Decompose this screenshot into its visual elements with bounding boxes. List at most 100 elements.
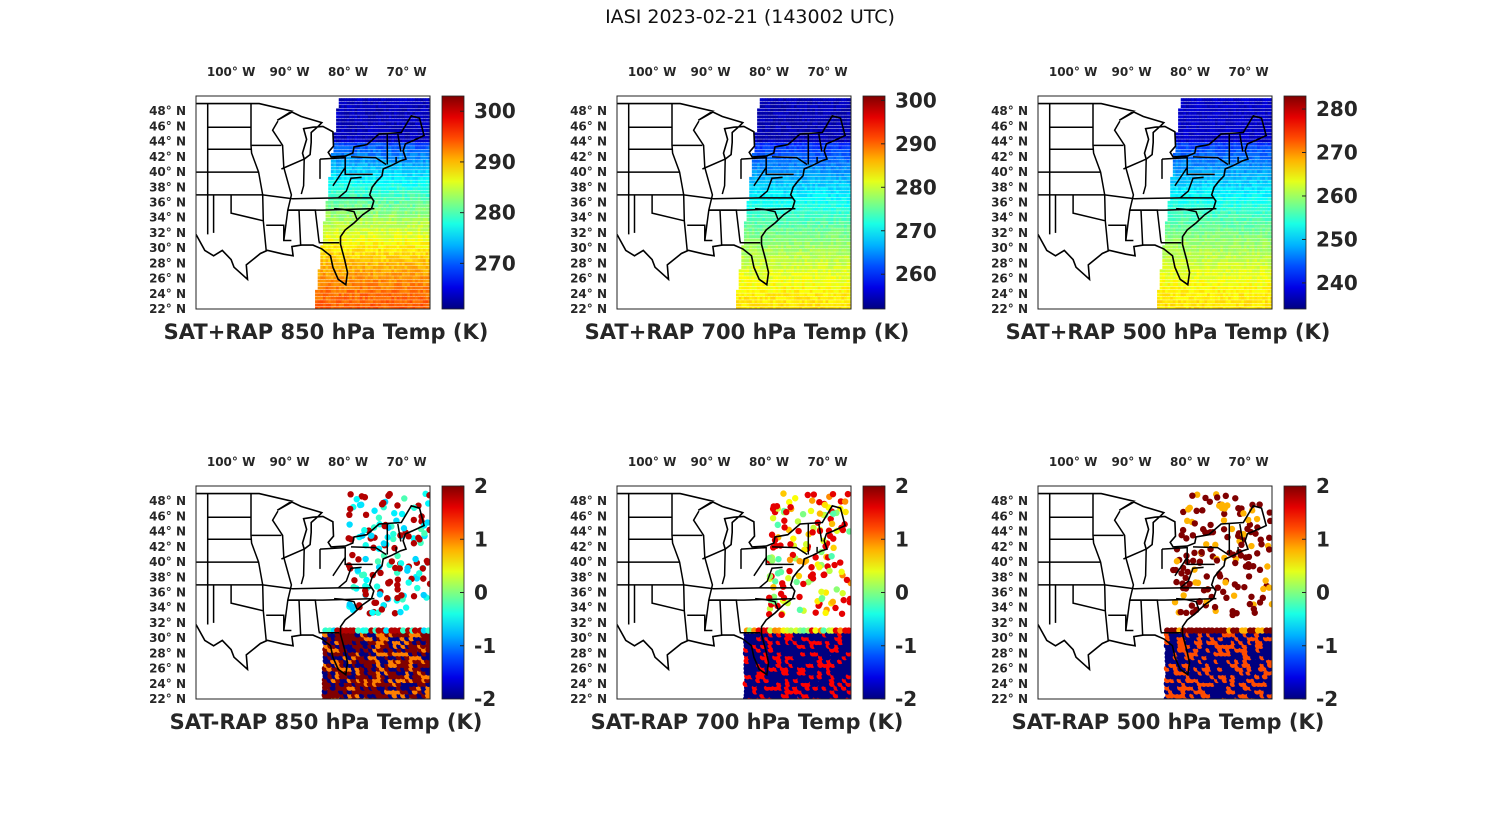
data-point (349, 259, 353, 263)
data-point (749, 190, 753, 194)
data-point (351, 214, 355, 218)
data-point (828, 252, 832, 256)
data-point (420, 296, 424, 300)
data-point (801, 204, 805, 208)
data-point (425, 252, 429, 256)
data-point (796, 279, 800, 283)
data-point (809, 166, 813, 170)
data-point (762, 159, 766, 163)
data-point (754, 303, 758, 307)
data-point (386, 128, 390, 132)
data-point (815, 176, 819, 180)
data-point (812, 245, 816, 249)
data-point (407, 98, 411, 102)
data-point (796, 194, 800, 198)
data-point (822, 235, 826, 239)
data-point (843, 135, 847, 139)
data-point (775, 166, 779, 170)
data-point (367, 197, 371, 201)
data-point (743, 307, 747, 309)
data-point (407, 255, 411, 259)
data-point (425, 142, 429, 146)
data-point (801, 101, 805, 105)
data-point (338, 125, 342, 129)
data-point (770, 163, 774, 167)
data-point (362, 283, 366, 287)
data-point (338, 272, 342, 276)
data-point (783, 115, 787, 119)
data-point (788, 276, 792, 280)
data-point (378, 173, 382, 177)
data-point (341, 228, 345, 232)
data-point (846, 241, 850, 245)
data-point (422, 142, 426, 146)
data-point (775, 163, 779, 167)
data-point (330, 279, 334, 283)
data-point (830, 207, 834, 211)
data-point (409, 108, 413, 112)
data-point (833, 279, 837, 283)
data-point (807, 283, 811, 287)
data-point (741, 307, 745, 309)
data-point (372, 118, 376, 122)
data-point (786, 135, 790, 139)
data-point (815, 300, 819, 304)
data-point (383, 159, 387, 163)
data-point (359, 231, 363, 235)
data-point (346, 279, 350, 283)
data-point (417, 231, 421, 235)
data-point (788, 149, 792, 153)
data-point (762, 152, 766, 156)
data-point (378, 238, 382, 242)
data-point (346, 146, 350, 150)
data-point (849, 283, 851, 287)
data-point (338, 118, 342, 122)
data-point (778, 224, 782, 228)
data-point (349, 307, 353, 309)
data-point (754, 279, 758, 283)
data-point (783, 152, 787, 156)
data-point (783, 217, 787, 221)
data-point (812, 180, 816, 184)
data-point (757, 197, 761, 201)
data-point (422, 122, 426, 126)
data-point (783, 255, 787, 259)
data-point (346, 211, 350, 215)
data-point (836, 159, 840, 163)
data-point (330, 211, 334, 215)
data-point (370, 176, 374, 180)
data-point (828, 194, 832, 198)
data-point (828, 139, 832, 143)
data-point (367, 303, 371, 307)
data-point (746, 235, 750, 239)
data-point (372, 200, 376, 204)
data-point (338, 149, 342, 153)
data-point (388, 228, 392, 232)
data-point (778, 156, 782, 160)
data-point (786, 159, 790, 163)
data-point (365, 166, 369, 170)
data-point (804, 156, 808, 160)
data-point (396, 231, 400, 235)
data-point (396, 194, 400, 198)
data-point (849, 262, 851, 266)
data-point (399, 190, 403, 194)
data-point (417, 259, 421, 263)
data-point (762, 286, 766, 290)
data-point (786, 98, 790, 102)
data-point (833, 252, 837, 256)
data-point (820, 235, 824, 239)
data-point (349, 283, 353, 287)
data-point (836, 108, 840, 112)
data-point (354, 190, 358, 194)
data-point (428, 262, 430, 266)
data-point (388, 128, 392, 132)
data-point (825, 204, 829, 208)
data-point (412, 176, 416, 180)
data-point (359, 248, 363, 252)
data-point (367, 115, 371, 119)
data-point (391, 98, 395, 102)
data-point (383, 269, 387, 273)
data-point (394, 224, 398, 228)
